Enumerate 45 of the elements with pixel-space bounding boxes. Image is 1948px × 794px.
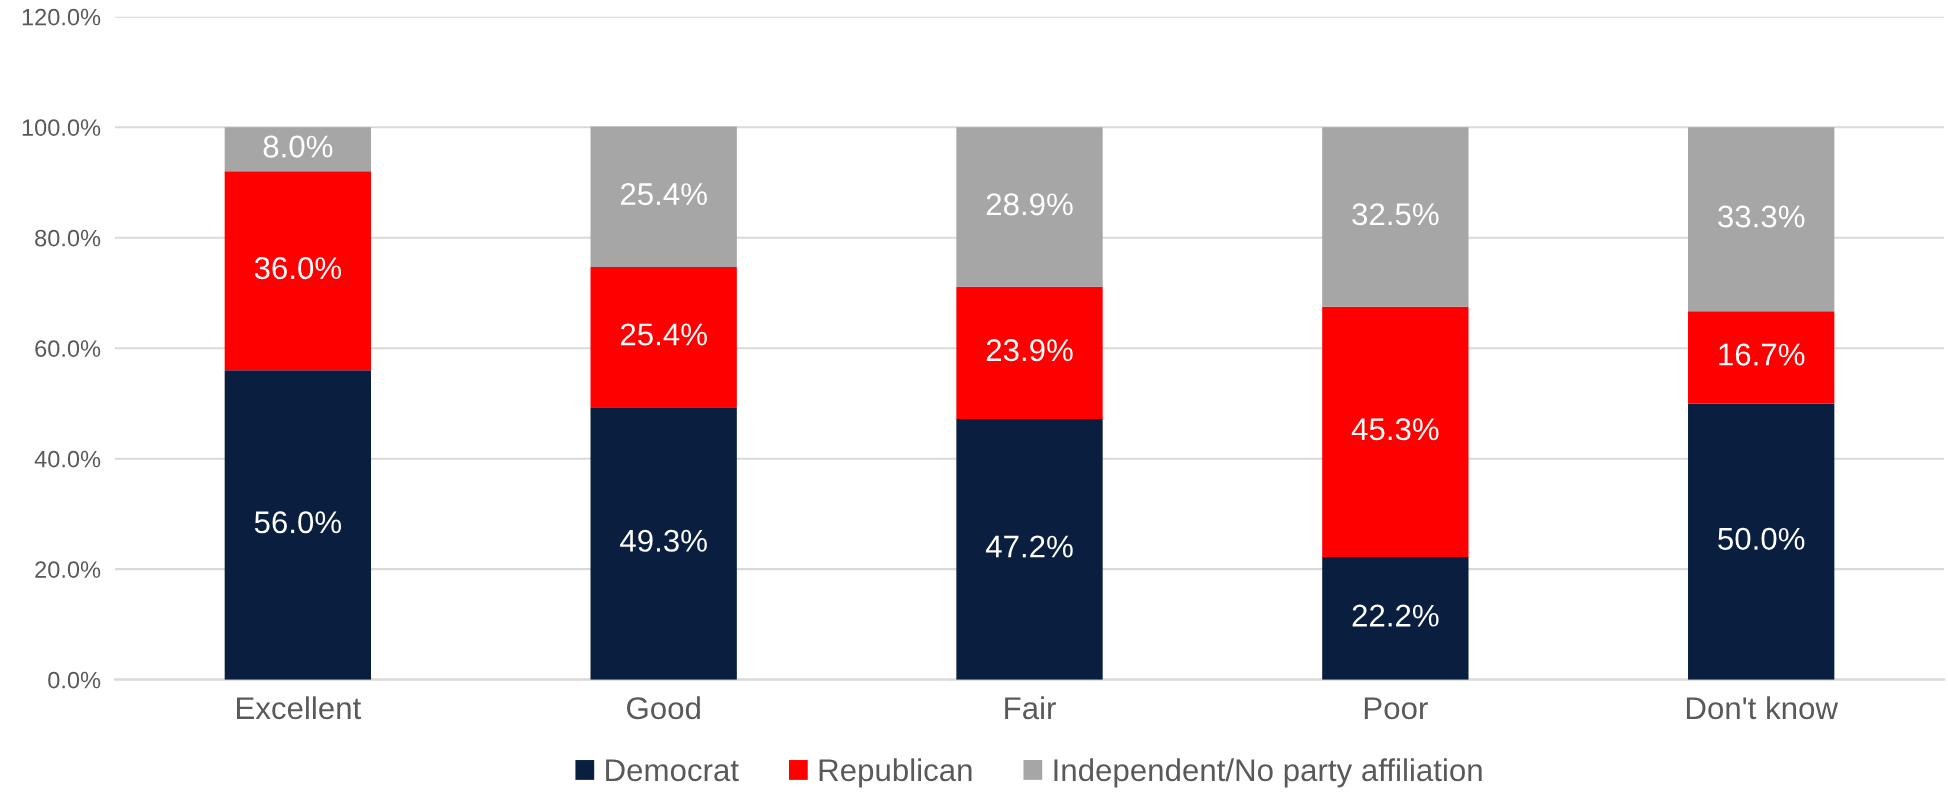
bar bbox=[1322, 557, 1469, 680]
y-tick-label: 0.0% bbox=[48, 671, 101, 689]
bar bbox=[956, 127, 1103, 287]
y-tick-label: 20.0% bbox=[35, 561, 101, 578]
data-label: 47.2% bbox=[985, 535, 1073, 558]
data-label: 56.0% bbox=[254, 511, 342, 534]
data-label: 25.4% bbox=[620, 323, 707, 346]
data-label: 50.0% bbox=[1718, 527, 1805, 550]
bar bbox=[590, 126, 737, 267]
x-tick-label: Poor bbox=[1364, 697, 1428, 720]
y-tick-label: 60.0% bbox=[35, 340, 101, 357]
bar bbox=[1688, 127, 1835, 312]
x-tick-label: Excellent bbox=[237, 696, 362, 720]
data-label: 25.4% bbox=[620, 183, 707, 206]
legend-label: Democrat bbox=[606, 759, 739, 782]
bar bbox=[590, 407, 737, 680]
y-tick-label: 100.0% bbox=[22, 119, 101, 136]
bar bbox=[224, 127, 372, 172]
data-label: 28.9% bbox=[986, 193, 1073, 216]
bar bbox=[1322, 306, 1469, 558]
x-tick-label: Don't know bbox=[1686, 696, 1839, 720]
bar bbox=[1688, 403, 1835, 680]
y-tick-label: 80.0% bbox=[35, 229, 101, 247]
y-tick-label: 40.0% bbox=[34, 450, 101, 468]
bar bbox=[1322, 127, 1469, 307]
data-label: 23.9% bbox=[986, 339, 1073, 362]
y-tick-label: 120.0% bbox=[22, 8, 101, 26]
legend-label: Independent/No party affiliation bbox=[1054, 758, 1482, 788]
data-label: 33.3% bbox=[1718, 205, 1805, 228]
data-label: 36.0% bbox=[254, 257, 342, 280]
data-label: 32.5% bbox=[1352, 203, 1439, 226]
x-tick-label: Fair bbox=[1005, 696, 1056, 720]
x-tick-label: Good bbox=[627, 696, 700, 720]
bar bbox=[956, 286, 1103, 419]
data-label: 22.2% bbox=[1352, 604, 1439, 627]
data-label: 16.7% bbox=[1719, 343, 1805, 366]
data-label: 49.3% bbox=[620, 529, 707, 552]
data-label: 45.3% bbox=[1351, 418, 1439, 441]
legend-label: Republican bbox=[819, 758, 972, 788]
bar bbox=[956, 418, 1103, 680]
bar bbox=[224, 370, 372, 680]
bar bbox=[1688, 311, 1835, 404]
data-label: 8.0% bbox=[263, 135, 333, 158]
bar bbox=[590, 266, 737, 408]
bar bbox=[224, 171, 372, 371]
